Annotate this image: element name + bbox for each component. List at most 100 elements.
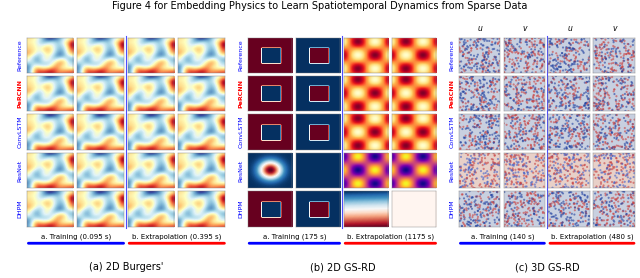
Point [480, 95, 490, 100]
Point [621, 46, 631, 51]
Point [513, 115, 523, 120]
Point [459, 168, 469, 173]
Point [602, 180, 612, 184]
Point [596, 81, 607, 85]
Point [618, 98, 628, 102]
Point [625, 71, 636, 75]
Point [467, 156, 477, 160]
Point [583, 91, 593, 96]
Point [523, 170, 533, 175]
Point [568, 95, 579, 99]
Point [502, 103, 512, 108]
Point [540, 79, 550, 83]
Point [562, 112, 572, 117]
Point [527, 126, 537, 131]
Point [589, 167, 600, 172]
Point [456, 173, 466, 178]
Point [552, 144, 563, 148]
Point [595, 223, 605, 227]
Point [607, 109, 617, 113]
Point [609, 219, 620, 224]
Point [466, 178, 476, 183]
Point [511, 177, 522, 182]
Point [557, 177, 567, 181]
Point [472, 123, 483, 128]
Point [492, 183, 502, 187]
Point [460, 42, 470, 46]
Point [547, 191, 557, 195]
Point [620, 44, 630, 48]
Point [616, 196, 627, 201]
Point [505, 166, 515, 171]
Point [509, 153, 520, 157]
Point [611, 134, 621, 138]
Point [503, 44, 513, 49]
Point [522, 157, 532, 161]
Point [499, 48, 509, 53]
Point [495, 78, 505, 82]
Point [477, 99, 487, 103]
Point [486, 193, 497, 197]
Point [612, 215, 623, 219]
Point [532, 202, 543, 207]
Point [509, 135, 520, 139]
Point [479, 92, 489, 97]
Point [548, 63, 558, 68]
Point [458, 185, 468, 189]
Point [560, 176, 570, 180]
Point [596, 127, 607, 132]
Point [470, 82, 480, 86]
Point [562, 157, 572, 161]
Point [484, 146, 495, 150]
Point [500, 203, 511, 207]
Point [580, 61, 590, 65]
Point [536, 144, 547, 149]
Point [486, 114, 497, 118]
Point [535, 199, 545, 203]
Point [502, 151, 513, 155]
Point [478, 106, 488, 111]
Point [574, 52, 584, 57]
Point [620, 109, 630, 113]
Point [467, 177, 477, 181]
Point [506, 96, 516, 100]
Point [603, 92, 613, 97]
Point [626, 92, 636, 97]
Point [578, 58, 588, 62]
Point [484, 125, 495, 129]
Point [620, 119, 630, 123]
Point [552, 45, 563, 49]
Point [552, 67, 563, 72]
Point [546, 221, 556, 225]
Point [493, 116, 504, 121]
Point [480, 200, 490, 205]
Text: Reference: Reference [17, 39, 22, 71]
Point [459, 64, 469, 69]
Point [628, 104, 639, 108]
Point [593, 217, 603, 222]
Point [476, 215, 486, 219]
Point [598, 77, 608, 81]
Point [463, 207, 474, 211]
Point [462, 126, 472, 130]
Point [590, 49, 600, 53]
Point [500, 133, 511, 138]
Point [563, 162, 573, 166]
Point [552, 43, 562, 47]
Point [519, 131, 529, 136]
Point [465, 170, 475, 175]
Point [463, 39, 473, 43]
Text: b. Extrapolation (0.395 s): b. Extrapolation (0.395 s) [132, 234, 221, 240]
Point [523, 61, 533, 65]
Point [463, 160, 473, 165]
Point [581, 75, 591, 80]
Point [618, 54, 628, 58]
Point [600, 43, 610, 47]
Point [624, 75, 634, 80]
Point [590, 205, 600, 210]
Point [455, 179, 465, 183]
Point [468, 118, 479, 123]
Point [564, 130, 575, 134]
Point [598, 46, 608, 50]
Point [468, 102, 479, 107]
